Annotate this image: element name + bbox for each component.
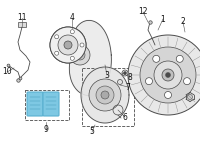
Circle shape [80,43,84,47]
Text: 2: 2 [181,17,185,26]
Polygon shape [81,67,129,123]
Circle shape [153,55,160,62]
Circle shape [118,80,122,85]
Circle shape [162,69,174,81]
Circle shape [58,35,78,55]
Circle shape [55,35,59,39]
Text: 8: 8 [128,72,132,81]
Circle shape [188,95,192,100]
Text: 11: 11 [17,14,27,22]
Circle shape [70,30,74,34]
Circle shape [58,35,78,55]
Text: 12: 12 [138,7,148,16]
Circle shape [70,45,90,65]
Circle shape [101,91,109,99]
Circle shape [55,51,59,55]
Circle shape [96,86,114,104]
Circle shape [80,43,84,47]
Text: 9: 9 [44,126,48,135]
Circle shape [176,55,183,62]
Text: 1: 1 [161,15,165,24]
Circle shape [164,91,172,98]
Bar [82,68,134,126]
Circle shape [122,70,128,76]
FancyBboxPatch shape [43,92,59,116]
Circle shape [70,56,74,60]
Text: 6: 6 [123,112,127,122]
Circle shape [140,47,196,103]
Circle shape [89,79,121,111]
Text: 7: 7 [126,82,130,91]
Circle shape [75,50,85,60]
Circle shape [64,41,72,49]
Circle shape [166,72,170,77]
Circle shape [70,30,74,34]
Polygon shape [69,20,111,96]
Text: 5: 5 [90,127,94,137]
Circle shape [154,61,182,89]
Circle shape [128,35,200,115]
Circle shape [55,35,59,39]
Text: 10: 10 [2,67,12,76]
Circle shape [145,78,152,85]
Circle shape [50,27,86,63]
FancyBboxPatch shape [27,92,43,116]
Circle shape [70,56,74,60]
Bar [25,90,69,120]
Circle shape [50,27,86,63]
Circle shape [55,51,59,55]
Bar [18,22,26,27]
Circle shape [184,78,191,85]
Text: 3: 3 [105,71,109,80]
Circle shape [64,41,72,49]
Text: 4: 4 [70,14,74,22]
Circle shape [124,71,127,75]
